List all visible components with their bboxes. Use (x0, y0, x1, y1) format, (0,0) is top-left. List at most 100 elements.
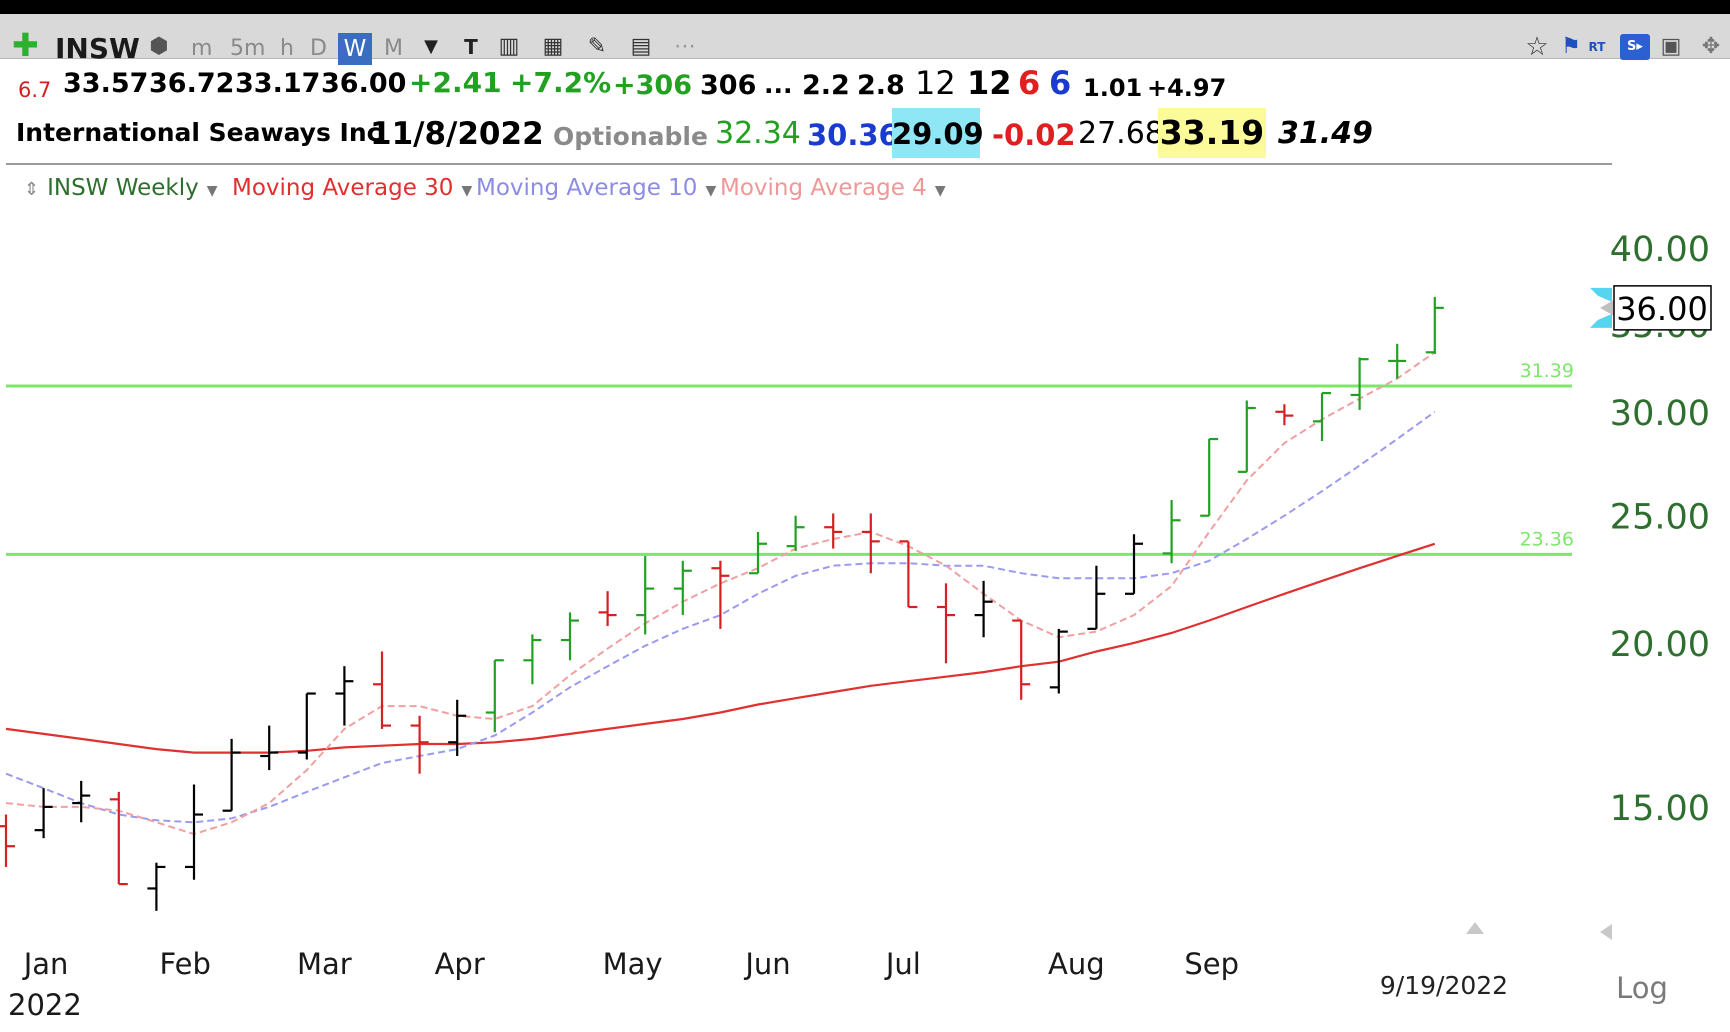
y-tick-2: 30.00 (1610, 394, 1710, 434)
ohlc-bar-24 (899, 540, 918, 609)
timeframe-hour[interactable]: h (280, 36, 294, 61)
y-tick-5: 15.00 (1610, 789, 1710, 829)
move-icon[interactable]: ✥ (1701, 34, 1721, 59)
timeframe-week[interactable]: W (338, 33, 372, 65)
y-tick-0: 40.00 (1610, 230, 1710, 270)
optionable-label: Optionable (553, 122, 708, 151)
ohlc-bar-14 (523, 634, 542, 685)
quote-v5: 2.8 (857, 70, 905, 101)
quote-v8: 6 (1018, 64, 1041, 102)
month-label-2: Mar (297, 947, 352, 981)
timeframe-month[interactable]: M (384, 36, 403, 61)
toolbar: ✚ INSW ⬢ m 5m h D W M ▼ T ▥ ▦ ✎ ▤ ⋯ ☆ ⚑ … (0, 14, 1730, 65)
ohlc-bar-0 (0, 814, 15, 867)
realtime-icon[interactable]: RT (1588, 40, 1606, 54)
table-icon[interactable]: ▦ (542, 34, 564, 59)
legend-ma10-dropdown-icon[interactable]: ▼ (705, 183, 717, 199)
quote-ellipsis: ... (764, 70, 793, 99)
quote-w3: 29.09 (892, 108, 984, 158)
pencil-icon[interactable]: ✎ (587, 34, 607, 59)
ohlc-bar-16 (598, 591, 617, 627)
ohlc-bar-34 (1275, 404, 1294, 426)
ohlc-bar-37 (1388, 343, 1407, 379)
quote-date: 11/8/2022 (370, 116, 544, 152)
legend-ma4[interactable]: Moving Average 4 ▼ (720, 175, 946, 201)
quote-row-2: International Seaways Inc 11/8/2022 Opti… (0, 108, 1730, 160)
scroll-right-marker (1600, 924, 1612, 940)
legend-ma4-dropdown-icon[interactable]: ▼ (934, 183, 946, 199)
y-tick-4: 20.00 (1610, 625, 1710, 665)
ohlc-bar-3 (109, 791, 128, 886)
quote-v9: 6 (1049, 64, 1072, 102)
last-price-box (1613, 285, 1712, 331)
legend-main-label: INSW Weekly (47, 175, 199, 201)
moving-average-0 (5, 542, 1436, 754)
ohlc-bar-6 (222, 738, 241, 812)
quote-w2: 30.36 (807, 118, 899, 152)
quote-low: 33.17 (235, 68, 321, 99)
save-icon[interactable]: ▣ (1660, 34, 1682, 59)
ohlc-bar-20 (749, 531, 767, 575)
ohlc-bar-9 (335, 666, 354, 726)
bar-chart-icon[interactable]: ▥ (498, 34, 520, 59)
ohlc-bar-7 (260, 725, 279, 771)
last-price-pointer (1600, 299, 1614, 316)
moving-averages (5, 351, 1436, 836)
legend-ma30-dropdown-icon[interactable]: ▼ (461, 183, 473, 199)
log-scale-label: Log (1616, 971, 1668, 1005)
quote-change: +2.41 (409, 66, 502, 99)
ohlc-bar-36 (1350, 357, 1369, 410)
month-label-4: May (603, 947, 663, 981)
quote-row-1: 6.7 33.57 36.72 33.17 36.00 +2.41 +7.2% … (0, 60, 1730, 110)
timeframe-minute[interactable]: m (191, 36, 213, 61)
alert-marker-lower (1590, 313, 1612, 328)
quote-w7: 31.49 (1278, 116, 1373, 151)
add-symbol-icon[interactable]: ✚ (12, 26, 39, 64)
timeframe-day[interactable]: D (310, 36, 327, 61)
ohlc-bar-33 (1237, 400, 1256, 473)
quote-v2: +306 (613, 70, 692, 101)
legend-ma30[interactable]: Moving Average 30 ▼ (232, 175, 472, 201)
horizontal-line-label-0: 31.39 (1520, 360, 1574, 382)
ohlc-bar-32 (1200, 437, 1219, 517)
flag-icon[interactable]: ⚑ (1561, 34, 1581, 59)
ohlc-bar-22 (824, 513, 843, 549)
streaming-icon[interactable]: S▸ (1620, 34, 1650, 60)
quote-v7: 12 (967, 64, 1012, 102)
quote-v10: 1.01 (1083, 74, 1143, 102)
month-label-0: Jan (22, 947, 69, 981)
star-icon[interactable]: ☆ (1525, 32, 1549, 62)
text-tool-icon[interactable]: T (464, 35, 478, 59)
legend-main-dropdown-icon[interactable]: ▼ (206, 183, 218, 199)
quote-close: 36.00 (321, 68, 407, 99)
symbol-label[interactable]: INSW (55, 32, 140, 65)
legend-main[interactable]: ⇕ INSW Weekly ▼ (24, 175, 218, 201)
ohlc-bar-5 (185, 784, 203, 880)
legend-ma10[interactable]: Moving Average 10 ▼ (476, 175, 716, 201)
scroll-up-marker (1466, 922, 1484, 934)
ohlc-bar-17 (636, 555, 655, 635)
cube-icon[interactable]: ⬢ (149, 34, 169, 59)
resize-handle-icon: ⇕ (24, 179, 40, 200)
month-label-5: Jun (743, 947, 790, 981)
y-tick-3: 25.00 (1610, 498, 1710, 538)
quote-open: 33.57 (63, 68, 149, 99)
ohlc-bar-8 (297, 692, 316, 760)
month-label-8: Sep (1184, 947, 1239, 981)
alert-marker-upper (1590, 287, 1612, 302)
month-label-3: Apr (435, 947, 485, 981)
dropdown-arrow-icon[interactable]: ▼ (424, 36, 438, 57)
month-label-1: Feb (160, 947, 211, 981)
quote-v6: 12 (915, 64, 956, 102)
notes-icon[interactable]: ▤ (630, 34, 652, 59)
quote-high: 36.72 (149, 68, 235, 99)
ohlc-bar-30 (1125, 534, 1143, 595)
ohlc-bar-15 (561, 612, 579, 661)
timeframe-5-minute[interactable]: 5m (230, 36, 266, 61)
quote-v3: 306 (700, 70, 757, 101)
horizontal-line-label-1: 23.36 (1520, 528, 1574, 550)
share-icon[interactable]: ⋯ (674, 34, 696, 59)
